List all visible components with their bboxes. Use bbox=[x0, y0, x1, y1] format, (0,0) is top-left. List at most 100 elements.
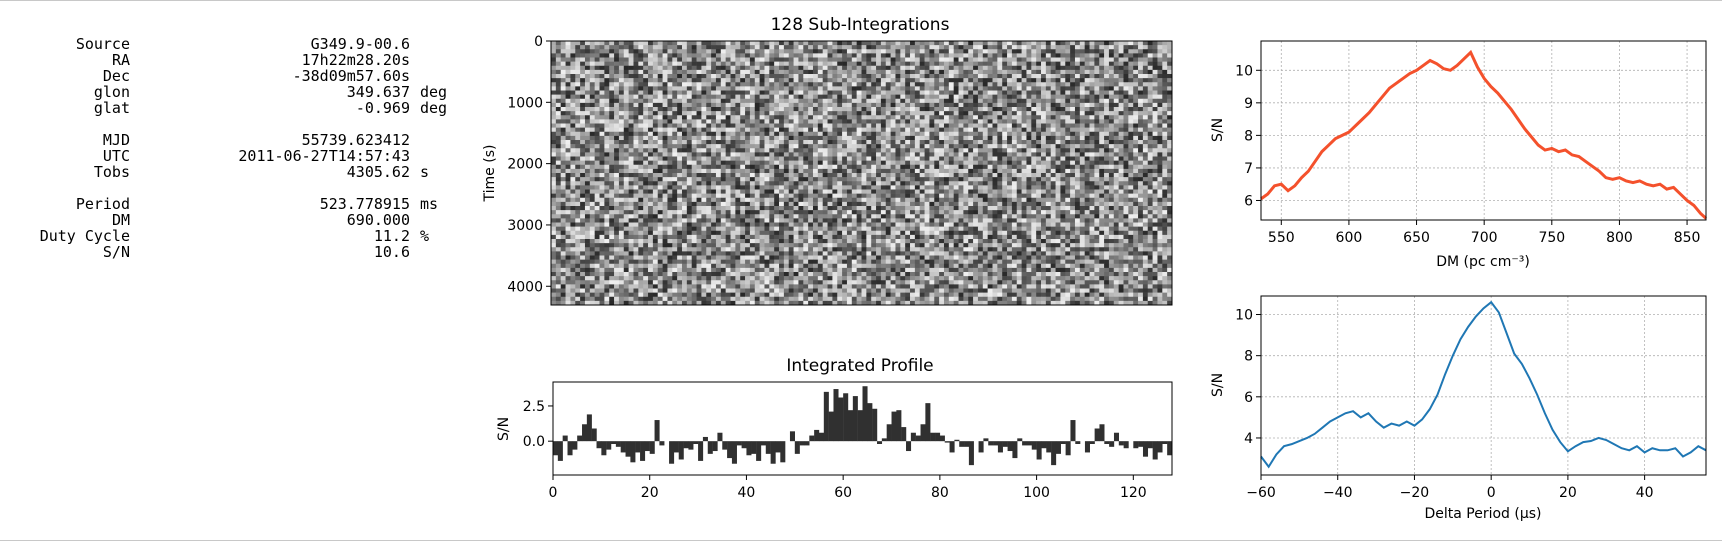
heatmap-cell bbox=[720, 127, 726, 133]
heatmap-cell bbox=[1079, 148, 1085, 153]
heatmap-cell bbox=[701, 86, 707, 91]
heatmap-cell bbox=[963, 102, 969, 108]
heatmap-cell bbox=[686, 78, 692, 83]
heatmap-cell bbox=[730, 123, 736, 128]
heatmap-cell bbox=[696, 57, 702, 62]
heatmap-cell bbox=[628, 156, 634, 161]
heatmap-cell bbox=[934, 119, 940, 124]
heatmap-cell bbox=[691, 69, 697, 75]
heatmap-cell bbox=[963, 53, 969, 58]
heatmap-cell bbox=[706, 107, 712, 112]
heatmap-cell bbox=[1142, 115, 1149, 120]
heatmap-cell bbox=[943, 57, 950, 62]
heatmap-cell bbox=[686, 160, 692, 166]
heatmap-cell bbox=[740, 78, 746, 83]
heatmap-cell bbox=[851, 131, 857, 137]
heatmap-cell bbox=[1002, 127, 1008, 133]
heatmap-cell bbox=[584, 49, 591, 54]
heatmap-cell bbox=[614, 82, 620, 87]
heatmap-cell bbox=[822, 74, 828, 79]
heatmap-cell bbox=[832, 61, 838, 67]
heatmap-cell bbox=[973, 131, 979, 137]
heatmap-cell bbox=[798, 193, 804, 199]
heatmap-cell bbox=[973, 140, 979, 145]
heatmap-cell bbox=[648, 98, 654, 104]
heatmap-cell bbox=[759, 135, 765, 141]
heatmap-cell bbox=[677, 127, 683, 133]
heatmap-cell bbox=[667, 90, 673, 95]
heatmap-cell bbox=[948, 148, 954, 153]
heatmap-cell bbox=[885, 135, 891, 141]
heatmap-cell bbox=[701, 119, 707, 124]
heatmap-cell bbox=[594, 168, 600, 174]
heatmap-cell bbox=[851, 148, 857, 153]
meta-label: S/N bbox=[102, 243, 130, 261]
heatmap-cell bbox=[1011, 98, 1018, 104]
meta-value: 10.6 bbox=[373, 243, 410, 261]
heatmap-cell bbox=[764, 86, 770, 91]
heatmap-cell bbox=[735, 41, 741, 46]
heatmap-cell bbox=[919, 45, 925, 50]
heatmap-cell bbox=[832, 123, 838, 128]
heatmap-cell bbox=[948, 41, 954, 46]
heatmap-cell bbox=[1113, 78, 1119, 83]
heatmap-cell bbox=[749, 94, 756, 100]
heatmap-cell bbox=[754, 94, 760, 100]
heatmap-cell bbox=[846, 45, 853, 50]
heatmap-cell bbox=[609, 164, 615, 170]
heatmap-cell bbox=[604, 144, 610, 149]
heatmap-cell bbox=[987, 152, 993, 157]
heatmap-cell bbox=[919, 181, 925, 186]
heatmap-cell bbox=[997, 69, 1003, 75]
heatmap-cell bbox=[827, 53, 833, 58]
heatmap-cell bbox=[973, 144, 979, 149]
heatmap-cell bbox=[808, 107, 814, 112]
heatmap-cell bbox=[657, 156, 663, 161]
heatmap-cell bbox=[948, 144, 954, 149]
heatmap-cell bbox=[1167, 94, 1173, 100]
heatmap-cell bbox=[783, 82, 790, 87]
heatmap-cell bbox=[997, 49, 1003, 54]
heatmap-cell bbox=[1036, 185, 1042, 190]
heatmap-cell bbox=[871, 65, 877, 71]
heatmap-cell bbox=[793, 78, 799, 83]
heatmap-cell bbox=[1128, 148, 1134, 153]
heatmap-cell bbox=[662, 181, 668, 186]
heatmap-cell bbox=[958, 98, 964, 104]
heatmap-cell bbox=[715, 185, 722, 190]
heatmap-cell bbox=[1021, 144, 1027, 149]
heatmap-cell bbox=[856, 115, 862, 120]
heatmap-cell bbox=[580, 102, 586, 108]
heatmap-cell bbox=[832, 164, 838, 170]
heatmap-cell bbox=[648, 131, 654, 137]
heatmap-cell bbox=[812, 61, 819, 67]
heatmap-cell bbox=[895, 152, 901, 157]
heatmap-cell bbox=[604, 131, 610, 137]
heatmap-cell bbox=[910, 78, 916, 83]
heatmap-cell bbox=[1021, 160, 1027, 166]
heatmap-cell bbox=[594, 156, 600, 161]
heatmap-cell bbox=[1041, 160, 1047, 166]
heatmap-cell bbox=[1041, 86, 1047, 91]
heatmap-cell bbox=[1036, 181, 1042, 186]
heatmap-cell bbox=[856, 181, 862, 186]
heatmap-cell bbox=[1152, 144, 1158, 149]
heatmap-cell bbox=[609, 53, 615, 58]
heatmap-cell bbox=[977, 57, 984, 62]
heatmap-cell bbox=[934, 185, 940, 190]
heatmap-cell bbox=[842, 119, 848, 124]
heatmap-cell bbox=[861, 57, 867, 62]
heatmap-cell bbox=[589, 94, 595, 100]
heatmap-cell bbox=[832, 98, 838, 104]
heatmap-cell bbox=[662, 156, 668, 161]
heatmap-cell bbox=[614, 45, 620, 50]
heatmap-cell bbox=[594, 189, 600, 194]
heatmap-cell bbox=[565, 61, 571, 67]
heatmap-cell bbox=[565, 82, 571, 87]
heatmap-cell bbox=[609, 177, 615, 182]
heatmap-cell bbox=[783, 115, 790, 120]
heatmap-cell bbox=[1002, 177, 1008, 182]
heatmap-cell bbox=[895, 127, 901, 133]
heatmap-cell bbox=[779, 135, 785, 141]
heatmap-cell bbox=[876, 41, 882, 46]
